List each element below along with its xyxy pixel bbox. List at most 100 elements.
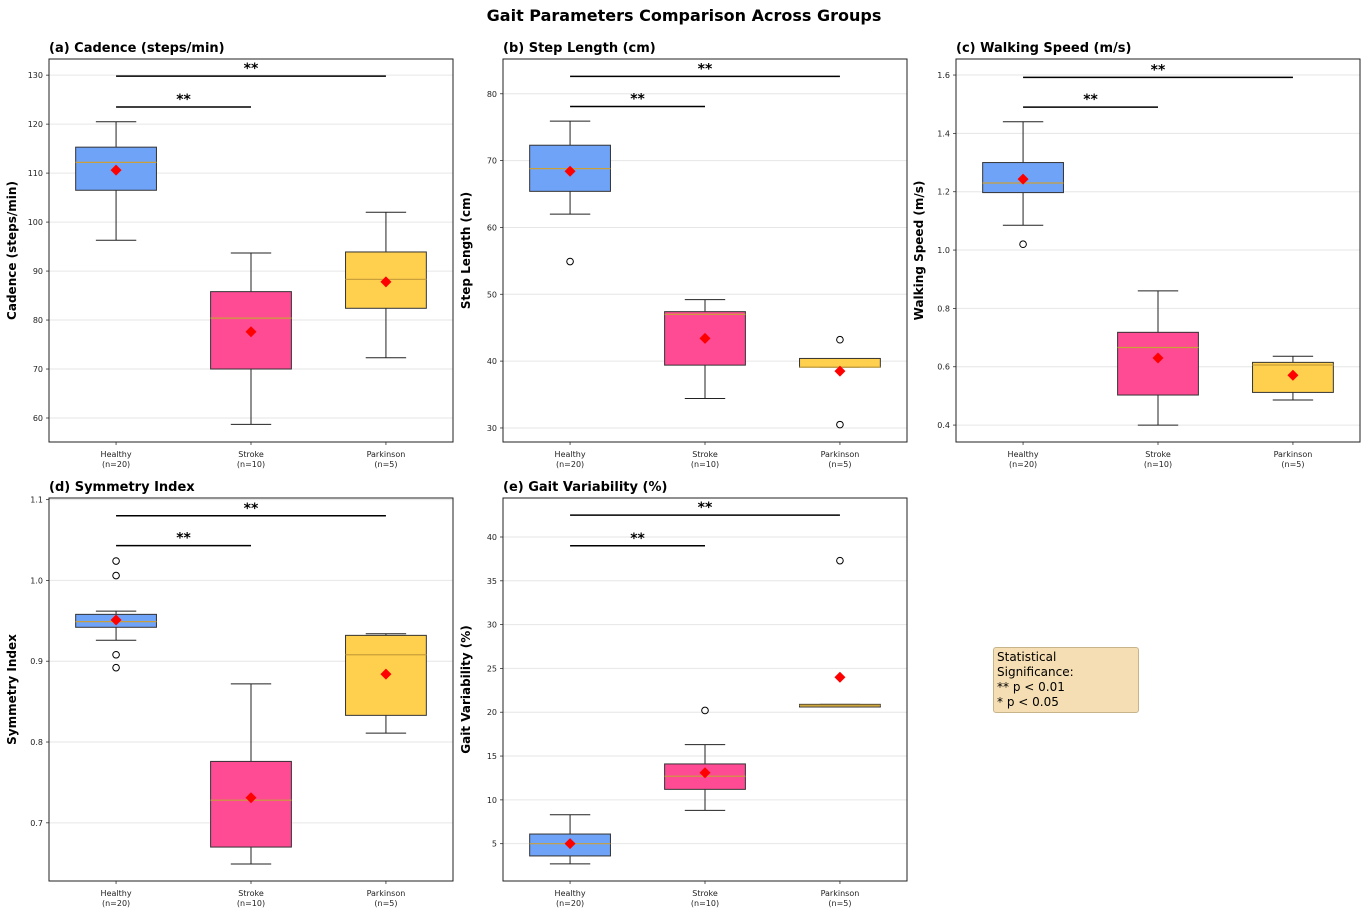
y-tick-label: 60 bbox=[487, 223, 497, 232]
y-tick-label: 20 bbox=[487, 708, 497, 717]
y-tick-label: 50 bbox=[487, 290, 497, 299]
x-tick-sample-size: (n=10) bbox=[691, 899, 719, 908]
y-tick-label: 0.9 bbox=[30, 657, 43, 666]
iqr-box bbox=[345, 634, 427, 716]
y-tick-label: 30 bbox=[487, 424, 497, 433]
y-axis-label: Gait Variability (%) bbox=[459, 625, 473, 754]
significance-label: ** bbox=[244, 61, 259, 77]
box-healthy bbox=[529, 120, 611, 266]
y-tick-label: 70 bbox=[33, 365, 43, 374]
box-parkinson bbox=[799, 556, 881, 708]
figure-title: Gait Parameters Comparison Across Groups bbox=[487, 6, 882, 25]
significance-label: ** bbox=[698, 500, 713, 516]
x-tick-sample-size: (n=20) bbox=[1009, 460, 1037, 469]
legend-line-double-star: ** p < 0.01 bbox=[997, 680, 1065, 694]
axes-frame bbox=[48, 497, 454, 882]
subplot-title: (a) Cadence (steps/min) bbox=[49, 41, 225, 56]
y-tick-label: 1.1 bbox=[30, 496, 43, 505]
y-tick-label: 1.4 bbox=[937, 129, 950, 138]
y-tick-label: 70 bbox=[487, 157, 497, 166]
x-tick-sample-size: (n=5) bbox=[1281, 460, 1304, 469]
outlier-point bbox=[1019, 240, 1027, 249]
significance-label: ** bbox=[244, 501, 259, 517]
y-tick-label: 35 bbox=[487, 577, 497, 586]
subplot-title: (e) Gait Variability (%) bbox=[503, 480, 667, 495]
x-tick-sample-size: (n=5) bbox=[828, 899, 851, 908]
y-tick-label: 1.0 bbox=[30, 576, 43, 585]
mean-marker bbox=[1287, 369, 1299, 381]
box-stroke bbox=[1117, 290, 1199, 426]
x-tick-label: Parkinson bbox=[821, 450, 860, 459]
x-tick-sample-size: (n=20) bbox=[556, 460, 584, 469]
subplot-3: (c) Walking Speed (m/s) Walking Speed (m/… bbox=[912, 41, 1361, 469]
x-tick-sample-size: (n=10) bbox=[691, 460, 719, 469]
box-healthy bbox=[75, 557, 157, 672]
y-tick-label: 100 bbox=[28, 218, 43, 227]
subplot-5: (e) Gait Variability (%) Gait Variability… bbox=[459, 480, 908, 908]
y-tick-label: 1.2 bbox=[937, 188, 950, 197]
y-tick-label: 25 bbox=[487, 664, 497, 673]
y-axis-label: Symmetry Index bbox=[5, 634, 19, 745]
x-tick-label: Stroke bbox=[238, 889, 264, 898]
x-tick-label: Stroke bbox=[692, 450, 718, 459]
x-tick-label: Healthy bbox=[101, 450, 132, 459]
mean-marker bbox=[245, 792, 257, 804]
significance-label: ** bbox=[176, 92, 191, 108]
iqr-box bbox=[1117, 331, 1199, 396]
x-tick-sample-size: (n=10) bbox=[237, 460, 265, 469]
mean-marker bbox=[699, 332, 711, 344]
significance-label: ** bbox=[176, 531, 191, 547]
mean-marker bbox=[564, 165, 576, 177]
y-tick-label: 90 bbox=[33, 267, 43, 276]
box-stroke bbox=[664, 706, 746, 811]
outlier-point bbox=[836, 420, 844, 429]
x-tick-label: Healthy bbox=[101, 889, 132, 898]
mean-marker bbox=[380, 668, 392, 680]
mean-marker bbox=[699, 767, 711, 779]
significance-label: ** bbox=[630, 91, 645, 107]
box-healthy bbox=[982, 121, 1064, 249]
mean-marker bbox=[564, 838, 576, 850]
significance-label: ** bbox=[698, 61, 713, 77]
box-parkinson bbox=[799, 335, 881, 429]
outlier-point bbox=[112, 557, 120, 565]
x-tick-label: Stroke bbox=[692, 889, 718, 898]
y-tick-label: 10 bbox=[487, 796, 497, 805]
box-parkinson bbox=[345, 211, 427, 359]
mean-marker bbox=[1152, 352, 1164, 364]
subplot-title: (c) Walking Speed (m/s) bbox=[956, 41, 1131, 56]
outlier-point bbox=[112, 663, 120, 672]
significance-label: ** bbox=[630, 531, 645, 547]
mean-marker bbox=[245, 326, 257, 338]
outlier-point bbox=[836, 556, 844, 565]
box-parkinson bbox=[1252, 355, 1334, 401]
x-tick-label: Healthy bbox=[1008, 450, 1039, 459]
outlier-point bbox=[112, 571, 120, 580]
x-tick-label: Parkinson bbox=[367, 450, 406, 459]
box-stroke bbox=[210, 683, 292, 865]
legend-title: Statistical Significance: bbox=[997, 650, 1074, 679]
box-parkinson bbox=[345, 633, 427, 734]
subplot-2: (b) Step Length (cm) Step Length (cm) 30 40… bbox=[459, 41, 908, 469]
significance-label: ** bbox=[1083, 92, 1098, 108]
x-tick-sample-size: (n=20) bbox=[102, 899, 130, 908]
y-tick-label: 130 bbox=[28, 71, 43, 80]
box-healthy bbox=[529, 814, 611, 865]
x-tick-label: Healthy bbox=[555, 889, 586, 898]
x-tick-label: Stroke bbox=[238, 450, 264, 459]
outlier-point bbox=[836, 335, 844, 344]
x-tick-label: Healthy bbox=[555, 450, 586, 459]
legend-line-single-star: * p < 0.05 bbox=[997, 695, 1059, 709]
mean-marker bbox=[834, 671, 846, 683]
box-stroke bbox=[210, 252, 292, 425]
y-tick-label: 0.4 bbox=[937, 421, 950, 430]
y-tick-label: 30 bbox=[487, 621, 497, 630]
box-stroke bbox=[664, 299, 746, 400]
mean-marker bbox=[110, 614, 122, 626]
y-tick-label: 40 bbox=[487, 357, 497, 366]
axes-frame bbox=[502, 497, 908, 882]
box-healthy bbox=[75, 121, 157, 241]
y-tick-label: 40 bbox=[487, 533, 497, 542]
y-tick-label: 60 bbox=[33, 414, 43, 423]
